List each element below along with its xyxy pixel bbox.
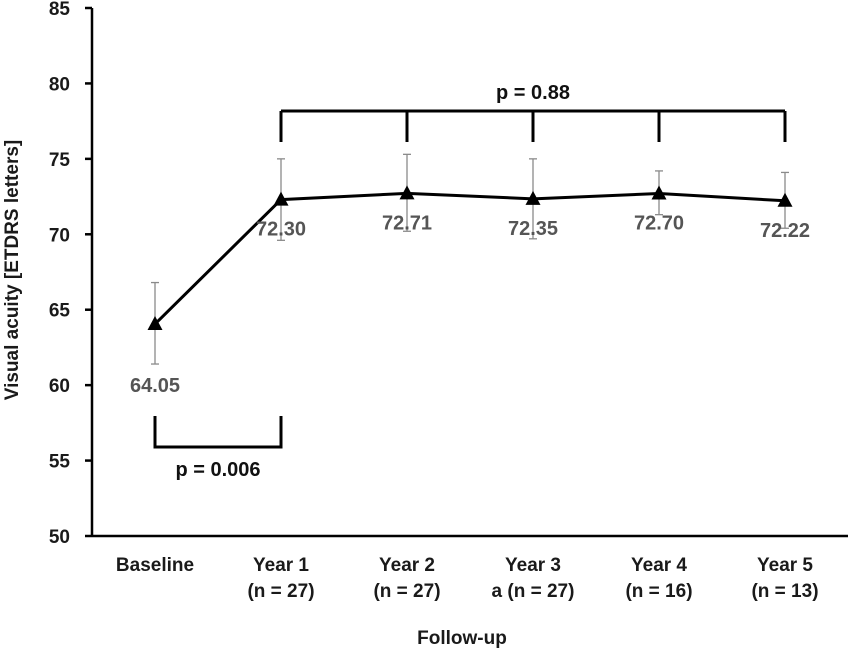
y-axis-ticks: 50 55 60 65 70 75 80 85 [49,0,92,548]
triangle-marker [651,185,667,200]
error-bars [151,153,789,365]
x-tick-label: Baseline [116,555,194,576]
y-tick-label: 85 [49,0,71,20]
data-label: 72.71 [382,212,432,234]
x-tick-label: Year 1 [253,555,309,576]
triangle-marker [777,192,793,207]
x-tick-sublabel: (n = 13) [751,581,818,602]
triangle-marker [525,190,541,205]
data-series: 64.05 72.30 72.71 72.35 72.70 72.22 [130,185,810,397]
x-tick-label: Year 3 [505,555,561,576]
data-label: 72.35 [508,218,558,240]
y-tick-label: 75 [49,150,71,171]
y-tick-label: 65 [49,301,71,322]
data-label: 64.05 [130,375,180,397]
data-label: 72.22 [760,220,810,242]
bracket-baseline-year1 [153,416,283,449]
y-tick-label: 70 [49,225,70,246]
triangle-marker [399,185,415,200]
series-line [153,191,786,326]
y-tick-label: 55 [49,452,71,473]
data-label: 72.30 [256,219,306,241]
x-axis-title: Follow-up [417,628,507,649]
x-tick-label: Year 2 [379,555,435,576]
significance-brackets: p = 0.006 p = 0.88 [153,82,787,481]
y-tick-label: 60 [49,376,70,397]
x-tick-sublabel: (n = 16) [625,581,692,602]
x-tick-sublabel: (n = 27) [373,581,440,602]
x-tick-label: Year 4 [631,555,687,576]
x-tick-sublabel: a (n = 27) [492,581,575,602]
x-tick-label: Year 5 [757,555,813,576]
triangle-marker [273,191,289,206]
x-tick-sublabel: (n = 27) [247,581,314,602]
p-value-label: p = 0.88 [496,82,570,104]
x-axis-category-labels: Baseline Year 1 (n = 27) Year 2 (n = 27) Year… [116,555,819,602]
p-value-label: p = 0.006 [175,459,260,481]
y-tick-label: 50 [49,527,70,548]
data-label: 72.70 [634,213,684,235]
y-axis-title: Visual acuity [ETDRS letters] [2,140,23,400]
triangle-marker [147,316,163,331]
y-tick-label: 80 [49,74,70,95]
